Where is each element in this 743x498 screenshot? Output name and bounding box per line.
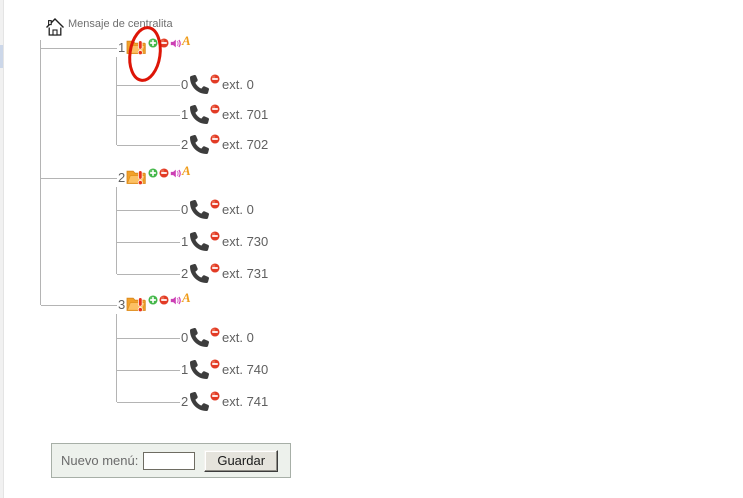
menu-number: 3	[118, 297, 126, 312]
add-icon[interactable]	[148, 38, 158, 48]
phone-icon[interactable]	[190, 75, 209, 94]
extension-row: 2 ext. 702	[117, 134, 287, 156]
delete-icon[interactable]	[210, 74, 220, 84]
tree-branch-line	[117, 115, 180, 116]
phone-icon[interactable]	[190, 105, 209, 124]
extension-row: 1 ext. 740	[117, 359, 287, 381]
delete-icon[interactable]	[210, 134, 220, 144]
phone-icon[interactable]	[190, 232, 209, 251]
add-icon[interactable]	[148, 295, 158, 305]
menu-number: 2	[118, 170, 126, 185]
page-left-edge-accent	[0, 45, 3, 68]
tree-branch-line	[117, 145, 180, 146]
speaker-icon[interactable]	[170, 168, 181, 179]
phone-icon[interactable]	[190, 200, 209, 219]
extension-label: ext. 0	[222, 77, 254, 92]
tree-branch-line	[116, 57, 117, 145]
tree-branch-line	[117, 402, 180, 403]
extension-label: ext. 740	[222, 362, 269, 377]
folder-warning-icon[interactable]	[126, 295, 146, 313]
new-menu-form: Nuevo menú: Guardar	[51, 443, 291, 478]
extension-key: 0	[181, 77, 189, 92]
extension-key: 2	[181, 394, 189, 409]
tree-branch-line	[41, 48, 117, 49]
menu-node-3: 3 A	[41, 290, 221, 319]
tree-branch-line	[117, 274, 180, 275]
extension-row: 0 ext. 0	[117, 199, 287, 221]
tree-branch-line	[117, 370, 180, 371]
tree-branch-line	[117, 242, 180, 243]
extension-key: 2	[181, 137, 189, 152]
new-menu-input[interactable]	[143, 451, 196, 470]
extension-key: 2	[181, 266, 189, 281]
speaker-icon[interactable]	[170, 38, 181, 49]
extension-key: 1	[181, 107, 189, 122]
remove-icon[interactable]	[159, 295, 169, 305]
new-menu-label: Nuevo menú:	[61, 453, 139, 468]
tree-trunk-line	[40, 40, 41, 305]
tree-branch-line	[41, 305, 117, 306]
folder-warning-icon[interactable]	[126, 168, 146, 186]
extension-row: 2 ext. 731	[117, 263, 287, 285]
home-icon[interactable]	[45, 17, 65, 37]
delete-icon[interactable]	[210, 263, 220, 273]
delete-icon[interactable]	[210, 359, 220, 369]
menu-node-1: 1 A	[41, 33, 221, 62]
extension-key: 0	[181, 330, 189, 345]
text-to-speech-icon[interactable]: A	[182, 33, 191, 48]
page-left-edge	[0, 0, 4, 498]
speaker-icon[interactable]	[170, 295, 181, 306]
extension-row: 1 ext. 701	[117, 104, 287, 126]
root-node-label: Mensaje de centralita	[68, 18, 173, 30]
extension-key: 0	[181, 202, 189, 217]
delete-icon[interactable]	[210, 391, 220, 401]
extension-row: 0 ext. 0	[117, 74, 287, 96]
add-icon[interactable]	[148, 168, 158, 178]
remove-icon[interactable]	[159, 168, 169, 178]
save-button[interactable]: Guardar	[204, 449, 279, 472]
delete-icon[interactable]	[210, 327, 220, 337]
phone-icon[interactable]	[190, 264, 209, 283]
tree-branch-line	[117, 85, 180, 86]
extension-row: 0 ext. 0	[117, 327, 287, 349]
extension-label: ext. 741	[222, 394, 269, 409]
menu-number: 1	[118, 40, 126, 55]
tree-branch-line	[117, 338, 180, 339]
extension-key: 1	[181, 362, 189, 377]
delete-icon[interactable]	[210, 104, 220, 114]
phone-icon[interactable]	[190, 392, 209, 411]
text-to-speech-icon[interactable]: A	[182, 290, 191, 305]
extension-label: ext. 0	[222, 330, 254, 345]
extension-label: ext. 0	[222, 202, 254, 217]
delete-icon[interactable]	[210, 231, 220, 241]
delete-icon[interactable]	[210, 199, 220, 209]
extension-row: 2 ext. 741	[117, 391, 287, 413]
extension-key: 1	[181, 234, 189, 249]
tree-branch-line	[41, 178, 117, 179]
phone-icon[interactable]	[190, 360, 209, 379]
tree-branch-line	[117, 210, 180, 211]
folder-warning-icon[interactable]	[126, 38, 146, 56]
tree-branch-line	[116, 314, 117, 402]
extension-label: ext. 702	[222, 137, 269, 152]
remove-icon[interactable]	[159, 38, 169, 48]
extension-label: ext. 731	[222, 266, 269, 281]
extension-label: ext. 730	[222, 234, 269, 249]
text-to-speech-icon[interactable]: A	[182, 163, 191, 178]
phone-icon[interactable]	[190, 328, 209, 347]
menu-node-2: 2 A	[41, 163, 221, 192]
phone-icon[interactable]	[190, 135, 209, 154]
tree-branch-line	[116, 187, 117, 274]
extension-label: ext. 701	[222, 107, 269, 122]
extension-row: 1 ext. 730	[117, 231, 287, 253]
